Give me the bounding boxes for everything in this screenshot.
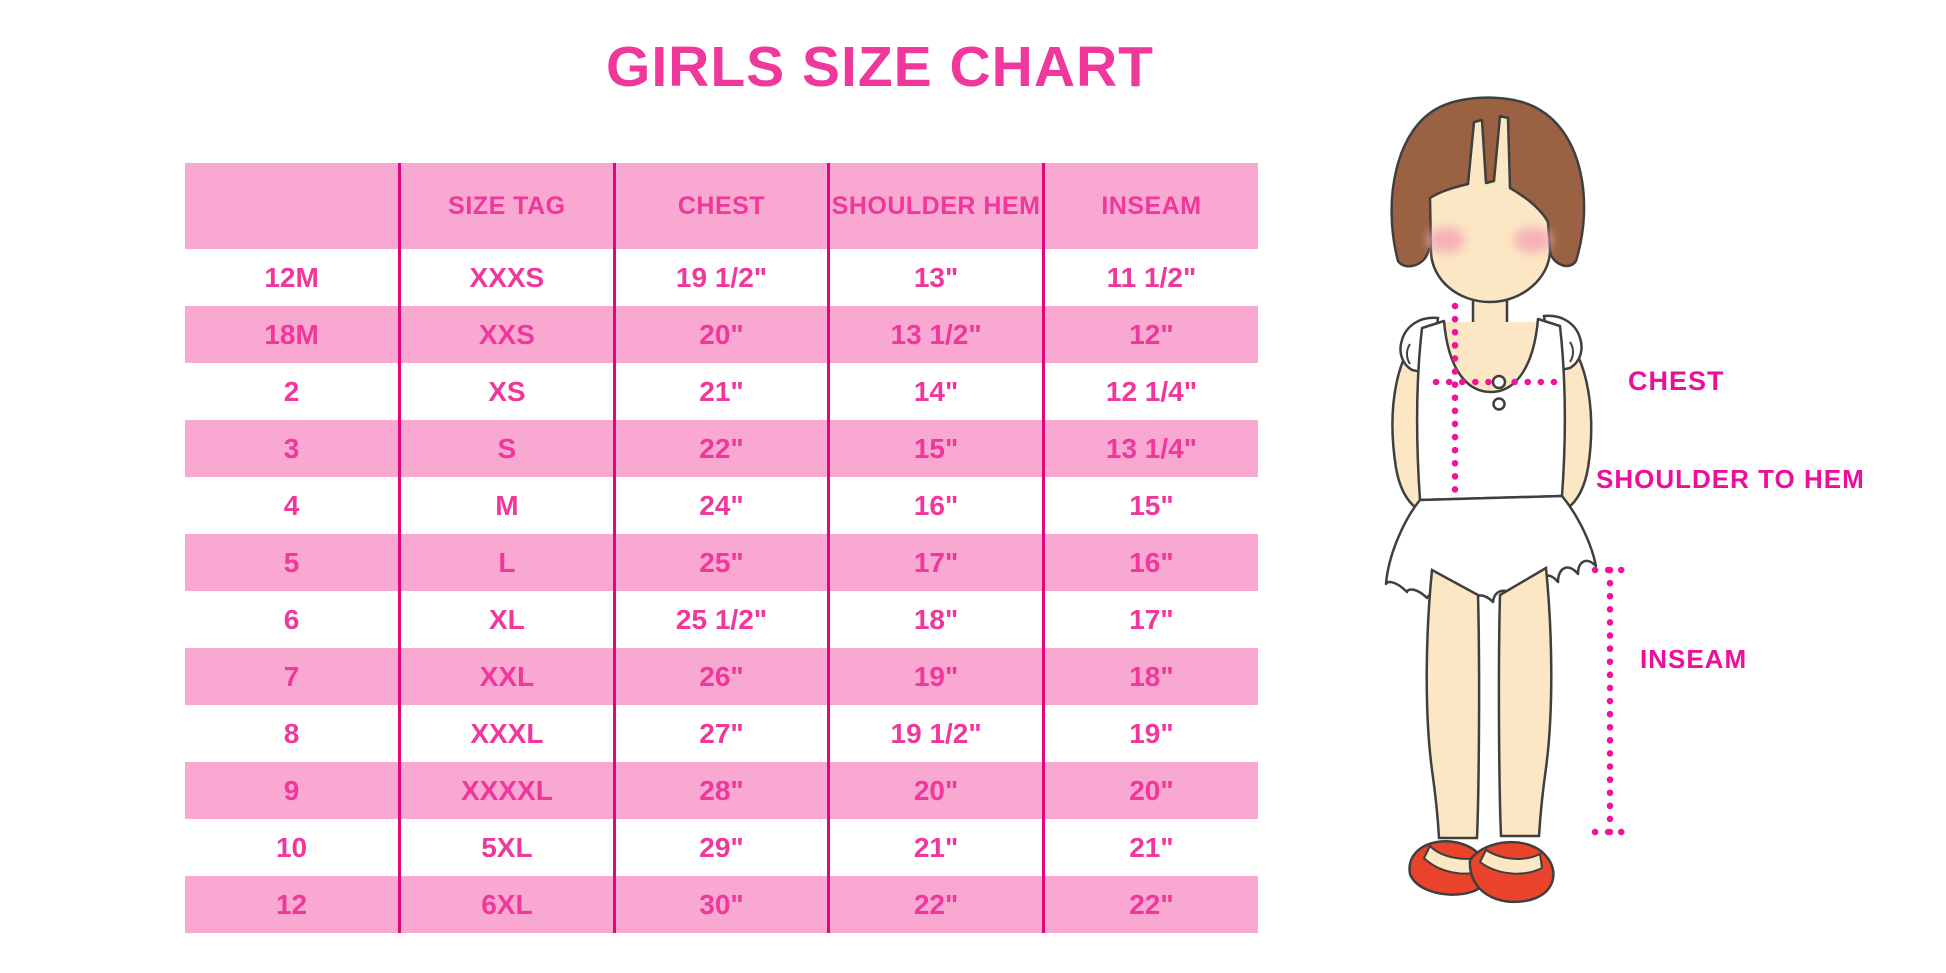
size-cell: 30" xyxy=(612,876,829,933)
size-cell: 28" xyxy=(612,762,829,819)
girl-top xyxy=(1399,314,1583,502)
size-cell: 13 1/4" xyxy=(1041,420,1258,477)
size-cell: XXL xyxy=(398,648,615,705)
size-cell: 19" xyxy=(1041,705,1258,762)
girl-measurement-illustration xyxy=(1384,96,1629,904)
size-cell: 22" xyxy=(612,420,829,477)
size-cell: 2 xyxy=(283,375,300,407)
size-cell: 22" xyxy=(1041,876,1258,933)
girl-top-buttons xyxy=(1491,374,1507,411)
table-row: 12 6XL 30" 22" 22" xyxy=(185,876,1258,933)
size-cell: 10 xyxy=(275,831,308,863)
girl-skirt xyxy=(1384,494,1598,606)
size-cell: 7 xyxy=(283,660,300,692)
column-header: INSEAM xyxy=(1041,163,1258,249)
size-cell: 16" xyxy=(1041,534,1258,591)
size-cell: 19" xyxy=(827,648,1044,705)
size-cell: 15" xyxy=(827,420,1044,477)
size-cell: 20" xyxy=(827,762,1044,819)
size-cell: XXS xyxy=(398,306,615,363)
size-cell: XXXXL xyxy=(398,762,615,819)
table-row: 6 XL 25 1/2" 18" 17" xyxy=(185,591,1258,648)
table-row: 10 5XL 29" 21" 21" xyxy=(185,819,1258,876)
size-cell: M xyxy=(398,477,615,534)
chest-label: CHEST xyxy=(1628,366,1725,396)
size-cell: 5 xyxy=(283,546,300,578)
girl-blush xyxy=(1427,227,1552,253)
size-cell: 18M xyxy=(264,318,319,350)
size-cell: 12 xyxy=(275,888,308,920)
shoulder-to-hem-label: SHOULDER TO HEM xyxy=(1596,464,1865,494)
girl-face xyxy=(1428,114,1552,304)
size-cell: 25 1/2" xyxy=(612,591,829,648)
column-header: SIZE TAG xyxy=(398,163,615,249)
size-cell: 9 xyxy=(283,774,300,806)
girl-shoes xyxy=(1408,840,1555,904)
size-cell: 24" xyxy=(612,477,829,534)
size-cell: 12" xyxy=(1041,306,1258,363)
table-row: 9 XXXXL 28" 20" 20" xyxy=(185,762,1258,819)
size-cell: 8 xyxy=(283,717,300,749)
size-cell: 13" xyxy=(827,249,1044,306)
size-cell: S xyxy=(398,420,615,477)
table-row: 2 XS 21" 14" 12 1/4" xyxy=(185,363,1258,420)
size-cell: 11 1/2" xyxy=(1041,249,1258,306)
size-cell: 14" xyxy=(827,363,1044,420)
table-body: 12M XXXS 19 1/2" 13" 11 1/2" 18M XXS 20" 13 1/2"… xyxy=(185,249,1258,933)
column-header: CHEST xyxy=(612,163,829,249)
size-cell: 17" xyxy=(1041,591,1258,648)
size-cell: 16" xyxy=(827,477,1044,534)
size-cell: XXXS xyxy=(398,249,615,306)
size-cell: XS xyxy=(398,363,615,420)
size-cell: 12M xyxy=(264,261,319,293)
girls-size-table: SIZE TAG CHEST SHOULDER HEM INSEAM 12M XXXS 1… xyxy=(185,163,1258,933)
size-cell: 17" xyxy=(827,534,1044,591)
size-cell: 6XL xyxy=(398,876,615,933)
table-row: 3 S 22" 15" 13 1/4" xyxy=(185,420,1258,477)
table-row: 18M XXS 20" 13 1/2" 12" xyxy=(185,306,1258,363)
size-cell: 13 1/2" xyxy=(827,306,1044,363)
table-row: 8 XXXL 27" 19 1/2" 19" xyxy=(185,705,1258,762)
size-cell: 19 1/2" xyxy=(827,705,1044,762)
size-cell: 21" xyxy=(827,819,1044,876)
size-cell: 21" xyxy=(1041,819,1258,876)
size-cell: 15" xyxy=(1041,477,1258,534)
size-cell: 5XL xyxy=(398,819,615,876)
girl-legs xyxy=(1425,565,1553,840)
size-cell: 18" xyxy=(827,591,1044,648)
size-cell: 4 xyxy=(283,489,300,521)
size-cell: L xyxy=(398,534,615,591)
size-cell: 29" xyxy=(612,819,829,876)
size-cell: XXXL xyxy=(398,705,615,762)
size-cell: 22" xyxy=(827,876,1044,933)
size-cell: 26" xyxy=(612,648,829,705)
table-row: 12M XXXS 19 1/2" 13" 11 1/2" xyxy=(185,249,1258,306)
size-cell: 18" xyxy=(1041,648,1258,705)
table-row: 4 M 24" 16" 15" xyxy=(185,477,1258,534)
inseam-measure-line xyxy=(1591,566,1629,836)
inseam-label: INSEAM xyxy=(1640,644,1748,674)
column-header: SHOULDER HEM xyxy=(827,163,1044,249)
size-cell: 3 xyxy=(283,432,300,464)
size-cell: 27" xyxy=(612,705,829,762)
size-cell: 20" xyxy=(612,306,829,363)
size-cell: 19 1/2" xyxy=(612,249,829,306)
size-cell: 21" xyxy=(612,363,829,420)
size-cell: 6 xyxy=(283,603,300,635)
header-row: SIZE TAG CHEST SHOULDER HEM INSEAM xyxy=(185,163,1258,249)
size-cell: 20" xyxy=(1041,762,1258,819)
table-header: SIZE TAG CHEST SHOULDER HEM INSEAM xyxy=(185,163,1258,249)
column-header xyxy=(185,163,400,249)
table-row: 7 XXL 26" 19" 18" xyxy=(185,648,1258,705)
size-cell: XL xyxy=(398,591,615,648)
size-cell: 25" xyxy=(612,534,829,591)
page-title: GIRLS SIZE CHART xyxy=(605,35,1154,99)
table-row: 5 L 25" 17" 16" xyxy=(185,534,1258,591)
size-cell: 12 1/4" xyxy=(1041,363,1258,420)
